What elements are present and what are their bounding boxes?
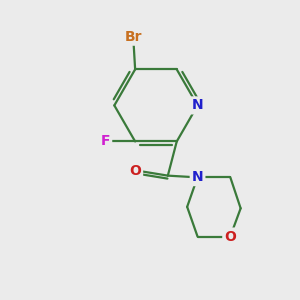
Text: N: N — [192, 170, 203, 184]
Text: O: O — [129, 164, 141, 178]
Text: N: N — [192, 98, 203, 112]
Text: F: F — [101, 134, 110, 148]
Text: O: O — [224, 230, 236, 244]
Text: Br: Br — [125, 30, 142, 44]
